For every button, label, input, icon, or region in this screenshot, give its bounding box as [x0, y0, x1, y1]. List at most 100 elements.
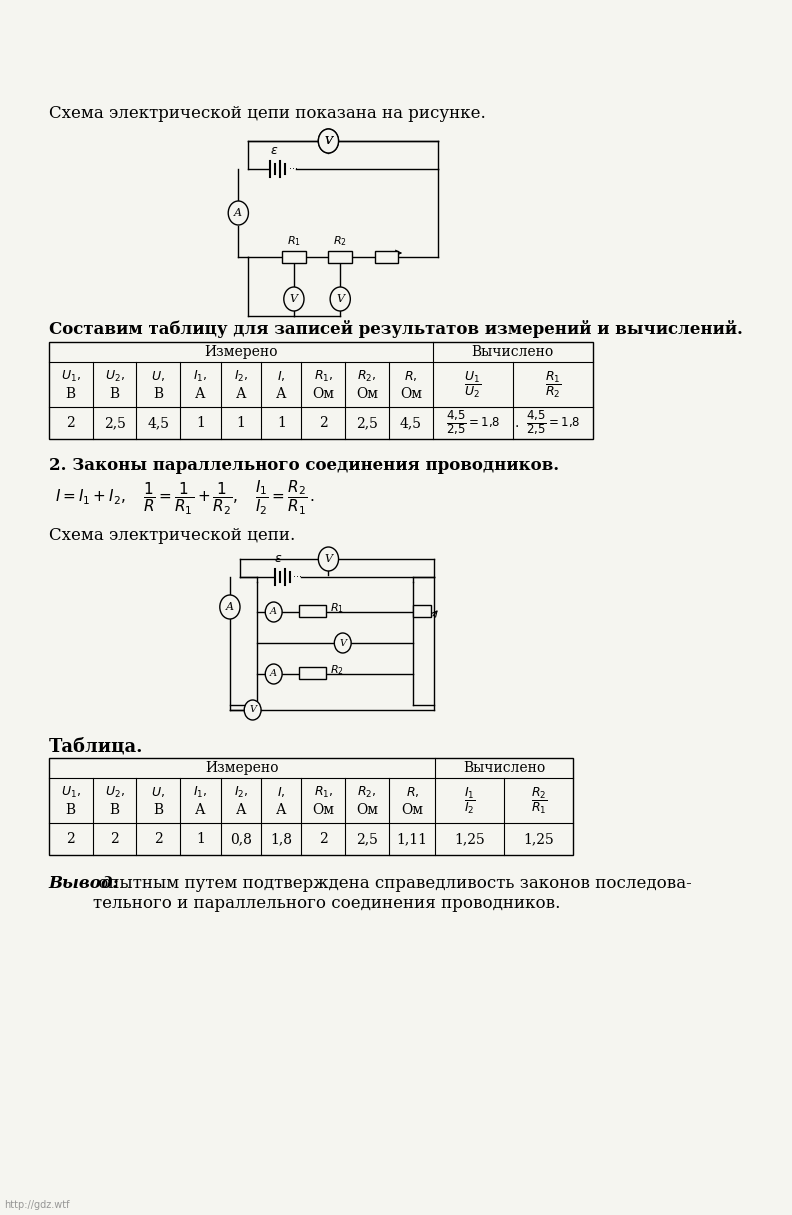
Text: $I_2,$: $I_2,$ — [234, 785, 248, 799]
Text: $\dfrac{4{,}5}{2{,}5}=1{,}8$: $\dfrac{4{,}5}{2{,}5}=1{,}8$ — [446, 409, 500, 437]
Text: $\varepsilon$: $\varepsilon$ — [274, 552, 282, 565]
Text: В: В — [154, 803, 163, 818]
Text: 2,5: 2,5 — [104, 416, 125, 430]
Bar — [299, 667, 326, 679]
Text: 2: 2 — [110, 832, 119, 846]
Circle shape — [318, 129, 338, 153]
Text: $\dfrac{U_1}{U_2}$: $\dfrac{U_1}{U_2}$ — [464, 369, 482, 400]
Text: $U_2,$: $U_2,$ — [105, 785, 124, 799]
Text: $I_2,$: $I_2,$ — [234, 369, 248, 384]
Text: 2: 2 — [67, 416, 75, 430]
Circle shape — [334, 633, 351, 652]
Text: 2,5: 2,5 — [356, 832, 378, 846]
Text: $U,$: $U,$ — [151, 369, 166, 384]
Circle shape — [330, 287, 350, 311]
Text: А: А — [276, 388, 287, 401]
Text: $I,$: $I,$ — [277, 785, 285, 799]
Text: A: A — [226, 601, 234, 612]
Text: ···: ··· — [289, 164, 298, 174]
Text: В: В — [154, 388, 163, 401]
Text: 1: 1 — [196, 416, 205, 430]
Text: $R_1,$: $R_1,$ — [314, 785, 333, 799]
Text: $R_2$: $R_2$ — [333, 234, 347, 248]
Text: Ом: Ом — [312, 803, 334, 818]
Text: $R_2,$: $R_2,$ — [357, 785, 377, 799]
Text: $I_1,$: $I_1,$ — [193, 785, 208, 799]
Text: 1: 1 — [277, 416, 286, 430]
Text: Составим таблицу для записей результатов измерений и вычислений.: Составим таблицу для записей результатов… — [49, 320, 743, 338]
Text: А: А — [195, 388, 206, 401]
Text: 1: 1 — [237, 416, 246, 430]
Text: $I_1,$: $I_1,$ — [193, 369, 208, 384]
Text: Таблица.: Таблица. — [49, 738, 143, 756]
Text: A: A — [270, 608, 277, 616]
Text: $R,$: $R,$ — [404, 369, 417, 384]
Text: тельного и параллельного соединения проводников.: тельного и параллельного соединения пров… — [93, 895, 560, 912]
Text: $I = I_1 + I_2, \quad \dfrac{1}{R} = \dfrac{1}{R_1} + \dfrac{1}{R_2}, \quad \dfr: $I = I_1 + I_2, \quad \dfrac{1}{R} = \df… — [55, 479, 314, 518]
Bar — [299, 605, 326, 617]
Circle shape — [220, 595, 240, 618]
Circle shape — [244, 700, 261, 720]
Bar — [49, 758, 573, 855]
Text: 2: 2 — [319, 832, 328, 846]
Bar — [413, 605, 431, 617]
Text: опытным путем подтверждена справедливость законов последова-: опытным путем подтверждена справедливост… — [93, 875, 691, 892]
Text: V: V — [337, 294, 345, 304]
Text: В: В — [66, 803, 76, 818]
Circle shape — [318, 129, 338, 153]
Text: $R_1$: $R_1$ — [330, 601, 344, 615]
Text: 1,25: 1,25 — [455, 832, 485, 846]
Text: Измерено: Измерено — [204, 345, 278, 358]
Text: $U,$: $U,$ — [151, 785, 166, 799]
Text: А: А — [235, 803, 246, 818]
Circle shape — [265, 665, 282, 684]
Text: V: V — [339, 639, 346, 648]
Text: Ом: Ом — [356, 803, 378, 818]
Text: $R,$: $R,$ — [406, 785, 419, 799]
Text: V: V — [325, 136, 333, 146]
Text: V: V — [290, 294, 298, 304]
Text: Вывод:: Вывод: — [49, 875, 120, 892]
Text: $R_2,$: $R_2,$ — [357, 369, 377, 384]
Text: 4,5: 4,5 — [147, 416, 169, 430]
Text: Ом: Ом — [402, 803, 423, 818]
Bar — [329, 252, 352, 262]
Text: В: В — [109, 803, 120, 818]
Text: ···: ··· — [293, 572, 302, 582]
Text: Вычислено: Вычислено — [463, 761, 546, 775]
Text: Ом: Ом — [400, 388, 422, 401]
Text: 2. Законы параллельного соединения проводников.: 2. Законы параллельного соединения прово… — [49, 457, 559, 474]
Text: $U_1,$: $U_1,$ — [61, 369, 81, 384]
Text: 1,25: 1,25 — [524, 832, 554, 846]
Text: А: А — [195, 803, 206, 818]
Text: $R_1,$: $R_1,$ — [314, 369, 333, 384]
Bar — [375, 252, 398, 262]
Text: .: . — [515, 416, 519, 430]
Text: $\dfrac{I_1}{I_2}$: $\dfrac{I_1}{I_2}$ — [464, 785, 476, 815]
Text: 2,5: 2,5 — [356, 416, 378, 430]
Text: Измерено: Измерено — [205, 761, 279, 775]
Text: A: A — [234, 208, 242, 217]
Text: 0,8: 0,8 — [230, 832, 252, 846]
Text: Вычислено: Вычислено — [472, 345, 554, 358]
Text: V: V — [325, 554, 333, 564]
Text: $I,$: $I,$ — [277, 369, 285, 384]
Text: V: V — [325, 136, 333, 146]
Text: $\varepsilon$: $\varepsilon$ — [269, 145, 278, 157]
Text: А: А — [235, 388, 246, 401]
Circle shape — [265, 601, 282, 622]
Text: $U_1,$: $U_1,$ — [61, 785, 81, 799]
Text: V: V — [249, 706, 256, 714]
Text: $\dfrac{R_2}{R_1}$: $\dfrac{R_2}{R_1}$ — [531, 785, 547, 815]
Text: $\dfrac{R_1}{R_2}$: $\dfrac{R_1}{R_2}$ — [545, 369, 562, 400]
Text: 1: 1 — [196, 832, 205, 846]
Circle shape — [284, 287, 304, 311]
Text: 2: 2 — [154, 832, 162, 846]
Bar — [49, 341, 593, 439]
Text: Ом: Ом — [356, 388, 378, 401]
Text: Схема электрической цепи показана на рисунке.: Схема электрической цепи показана на рис… — [49, 104, 485, 122]
Text: 2: 2 — [319, 416, 328, 430]
Text: 1,11: 1,11 — [397, 832, 428, 846]
Text: $R_1$: $R_1$ — [287, 234, 301, 248]
Text: Ом: Ом — [312, 388, 334, 401]
